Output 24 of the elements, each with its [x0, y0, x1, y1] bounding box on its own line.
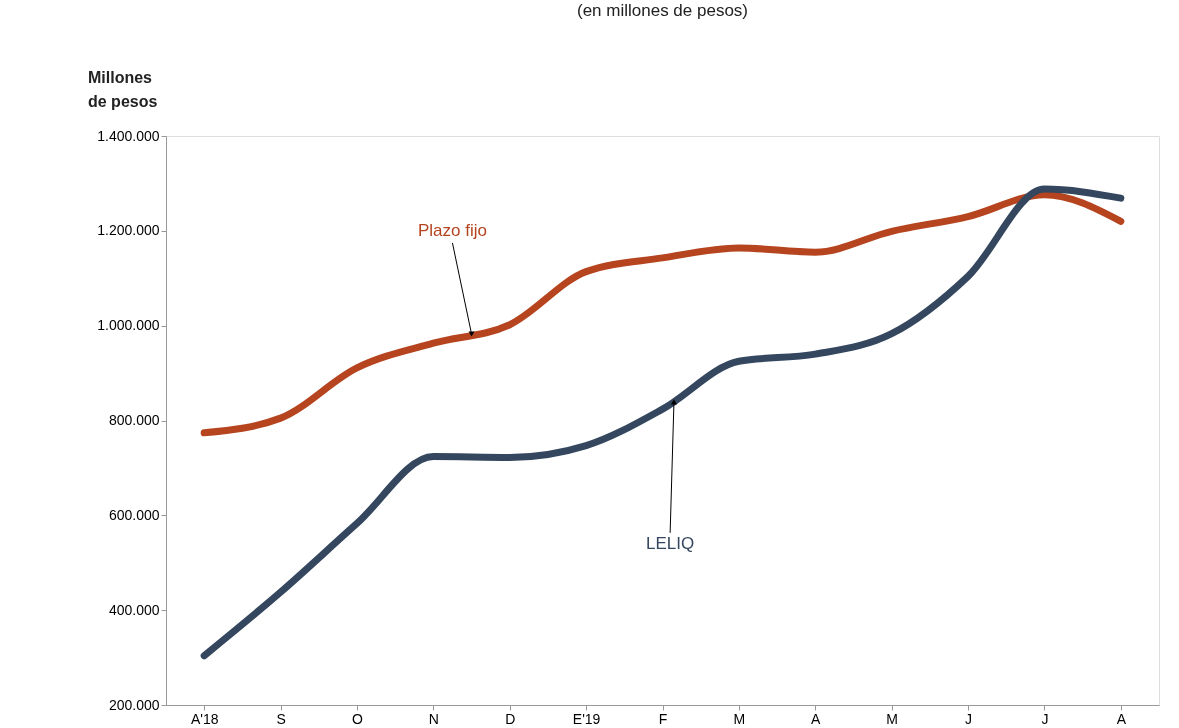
- x-tick-label: J: [965, 710, 973, 727]
- chart-subtitle: (en millones de pesos): [576, 1, 749, 20]
- x-tick-label: A: [811, 710, 822, 727]
- y-axis-title: Millones de pesos: [88, 69, 158, 110]
- text: LELIQ: [646, 533, 695, 553]
- x-tick-label: M: [886, 710, 898, 727]
- x-tick-label: A: [1116, 710, 1127, 727]
- y-tick-label: 1.400.000: [97, 127, 160, 144]
- x-tick-label: D: [505, 710, 516, 727]
- x-tick-label: O: [352, 710, 364, 727]
- y-tick-label: 800.000: [108, 412, 160, 428]
- x-tick-label: A'18: [190, 710, 219, 727]
- x-tick-label: M: [733, 710, 746, 727]
- x-tick-label: N: [428, 710, 439, 727]
- y-tick-label: 400.000: [108, 601, 160, 618]
- x-tick-label: F: [658, 710, 668, 727]
- text: Plazo fijo: [417, 220, 487, 240]
- y-tick-label: 1.000.000: [97, 317, 160, 334]
- y-tick-label: 600.000: [108, 506, 160, 523]
- x-tick-label: E'19: [572, 710, 601, 727]
- x-tick-label: J: [1041, 710, 1049, 727]
- y-tick-label: 200.000: [108, 696, 160, 713]
- x-tick-label: S: [276, 710, 286, 727]
- y-tick-label: 1.200.000: [97, 222, 160, 239]
